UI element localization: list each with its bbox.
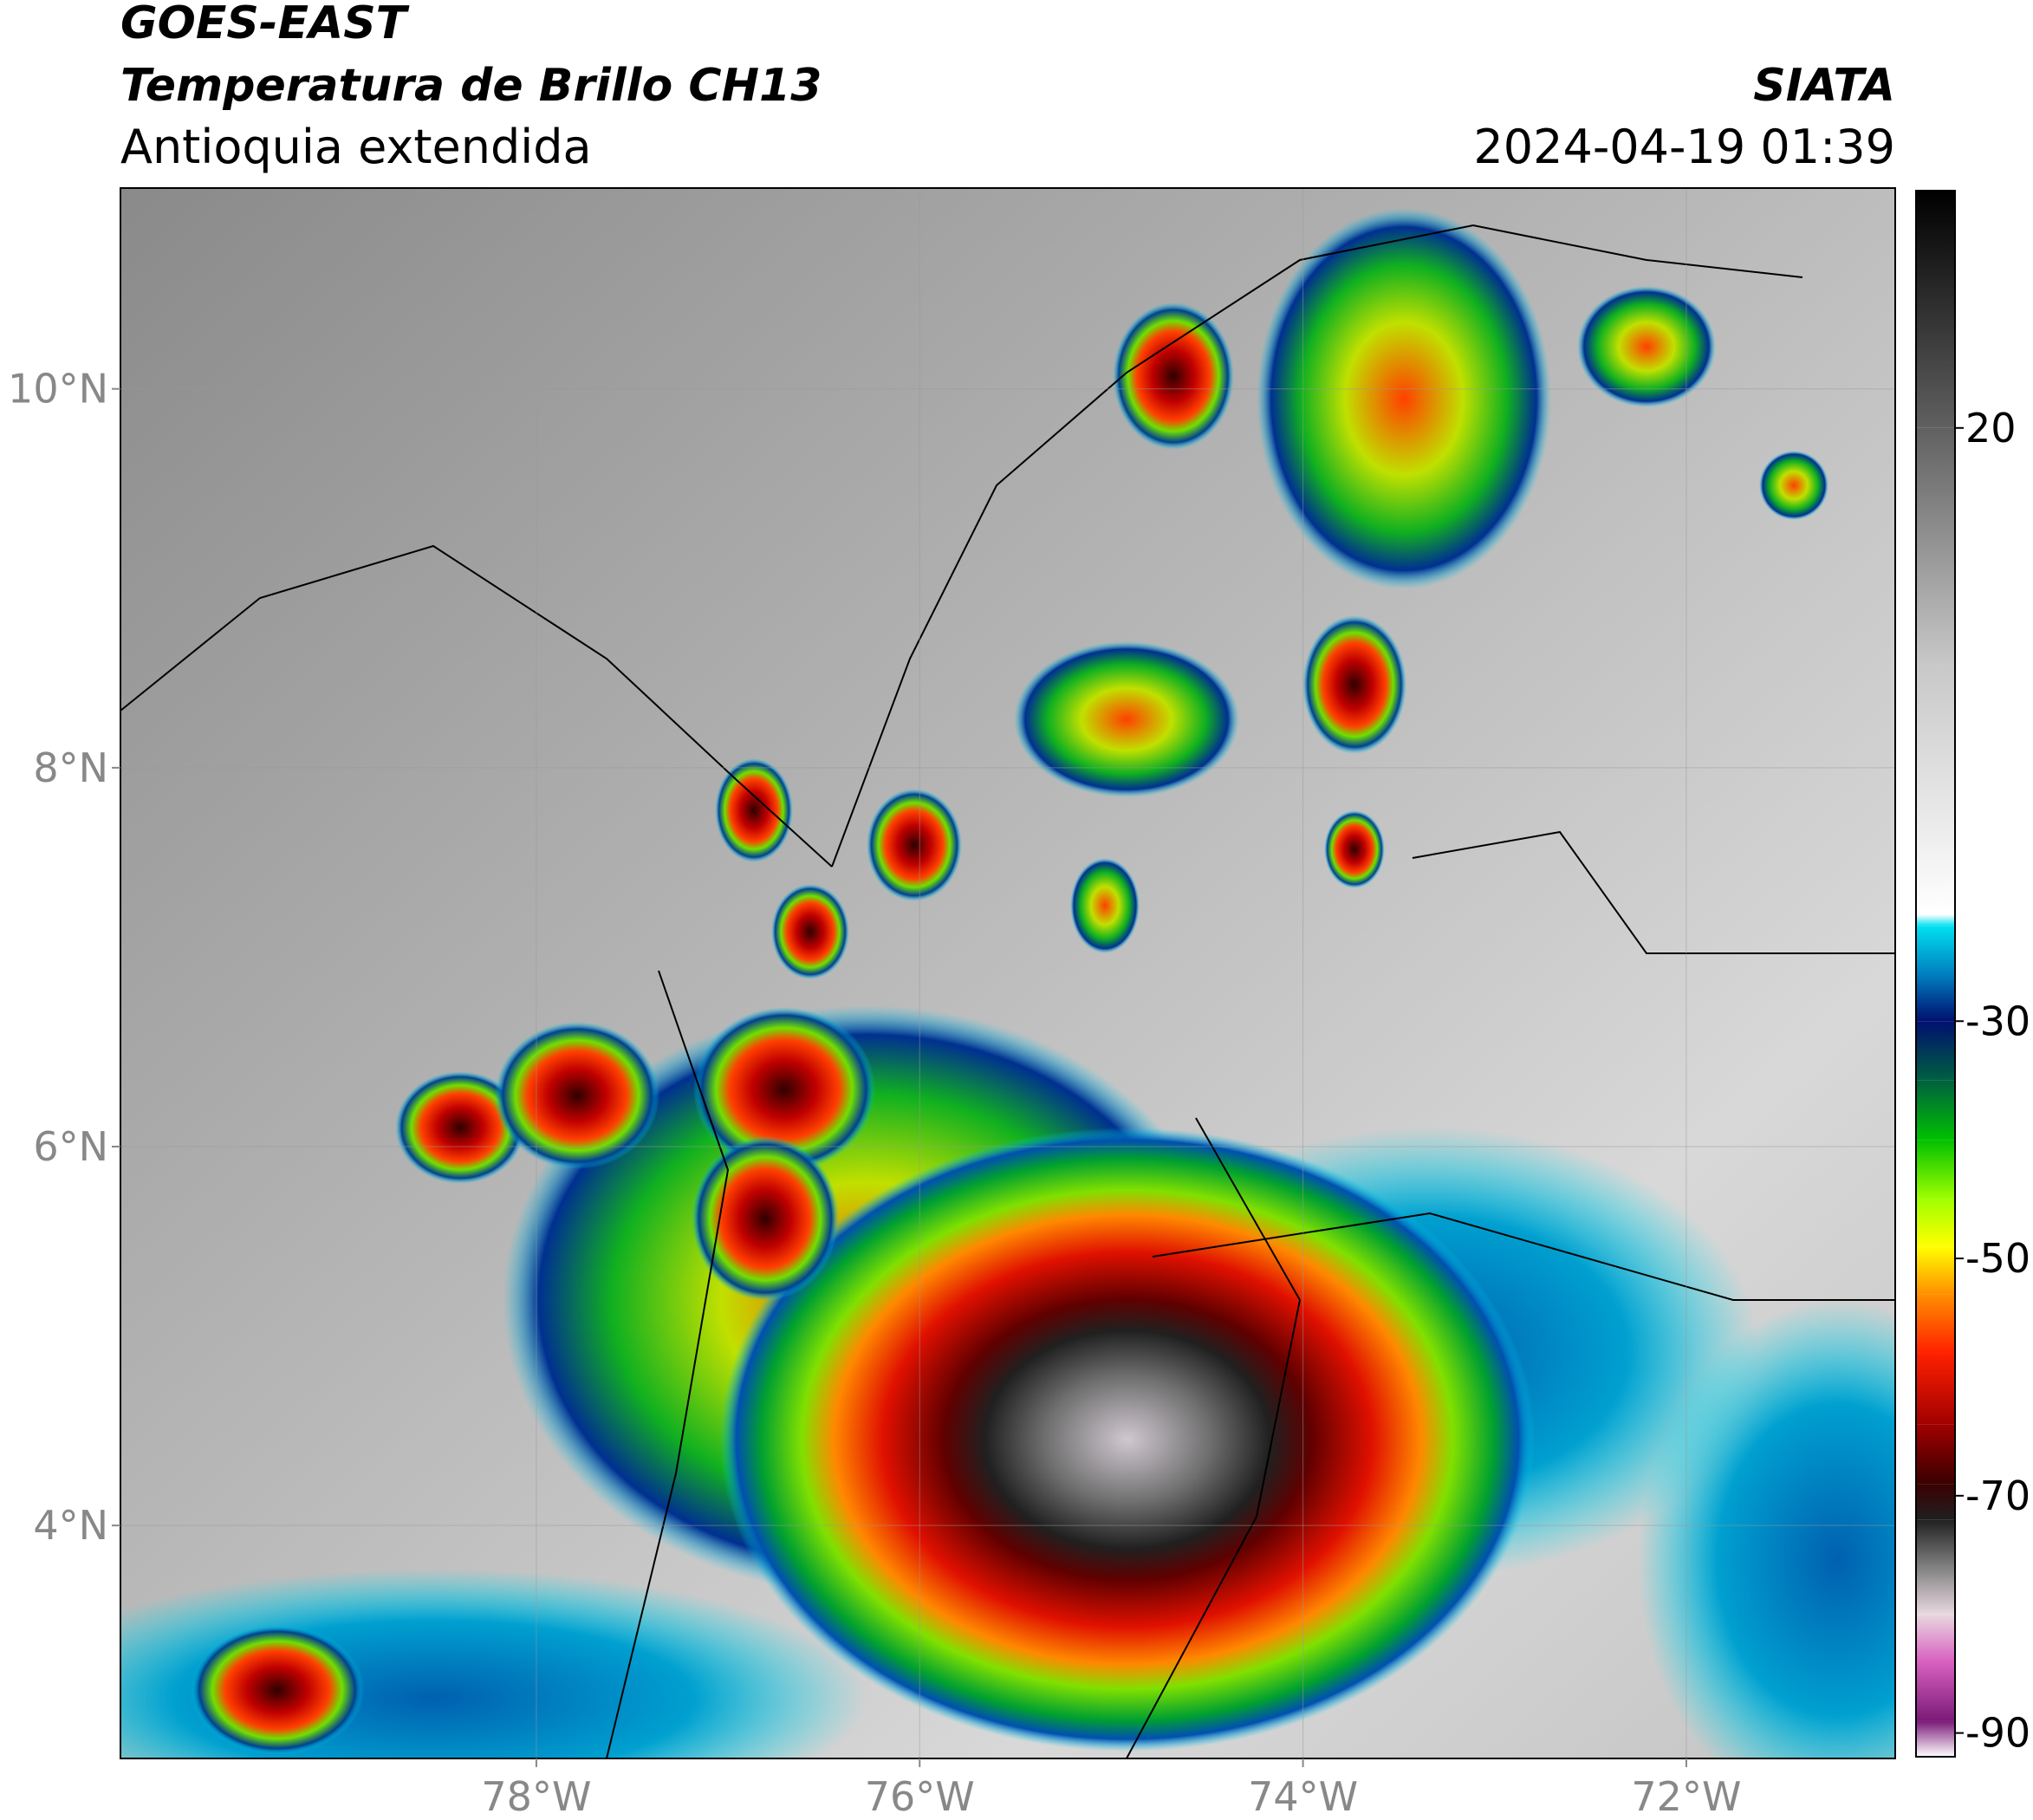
colorbar-tick-label: 20 [1965,405,2017,452]
colorbar-tick-label: -30 [1965,998,2030,1044]
y-tick-label: 10°N [8,366,108,413]
colorbar-segment [1916,1080,1955,1141]
storm [771,884,849,979]
subtitle: Temperatura de Brillo CH13 [120,60,822,112]
colorbar-frame [1915,190,1956,1758]
colorbar-segment [1916,1021,1955,1081]
borders [120,224,1895,1758]
colorbar-segment [1916,1484,1955,1520]
x-tick-label: 72°W [1631,1773,1741,1820]
y-tick-label: 8°N [33,744,108,791]
colorbar-segment [1916,1353,1955,1425]
storm [1759,451,1828,520]
storm [867,789,962,901]
y-tick-label: 6°N [33,1123,108,1170]
cloud [1638,1300,1895,1758]
storm [1014,641,1239,797]
storm [191,1625,364,1755]
x-tick-label: 76°W [865,1773,975,1820]
storm [1257,208,1551,589]
colorbar-segment [1916,1424,1955,1485]
storm [395,1071,525,1184]
storm [1577,286,1716,407]
colorbar-segment [1916,1294,1955,1354]
colorbar-tick-label: -90 [1965,1710,2030,1757]
storm [495,1022,659,1169]
colorbar-segment [1916,1614,1955,1662]
region: Antioquia extendida [120,120,592,174]
grid [120,188,1895,1758]
colorbar-segment [1916,926,1955,974]
storm [1070,858,1140,953]
colorbar-segment [1916,973,1955,1022]
colorbar-segment [1916,1519,1955,1567]
source: SIATA [1753,60,1895,112]
storm [692,1136,839,1301]
map-frame [120,187,1896,1759]
colorbar-segment [1916,1246,1955,1295]
colorbar-segment [1916,191,1955,428]
cloud [120,1569,867,1758]
storm [693,1007,875,1172]
colorbar-segment [1916,427,1955,666]
datetime: 2024-04-19 01:39 [1473,120,1895,174]
storm [715,758,793,862]
colorbar-segment [1916,1140,1955,1199]
title: GOES-EAST [120,0,410,49]
colorbar-tick-label: -50 [1965,1235,2030,1282]
colorbar-segment [1916,1199,1955,1247]
satellite-image [120,188,1895,1758]
colorbar [1916,191,1955,1757]
colorbar-segment [1916,1720,1955,1757]
x-tick-label: 78°W [481,1773,591,1820]
colorbar-tick-label: -70 [1965,1472,2030,1519]
colorbar-segment [1916,665,1955,915]
colorbar-segment [1916,1661,1955,1721]
storm [1324,810,1385,888]
colorbar-segment [1916,1566,1955,1615]
x-tick-label: 74°W [1248,1773,1358,1820]
storm [1113,302,1234,450]
storm [720,1128,1535,1752]
y-tick-label: 4°N [33,1502,108,1549]
colorbar-segment [1916,914,1955,926]
storm [1302,615,1406,754]
